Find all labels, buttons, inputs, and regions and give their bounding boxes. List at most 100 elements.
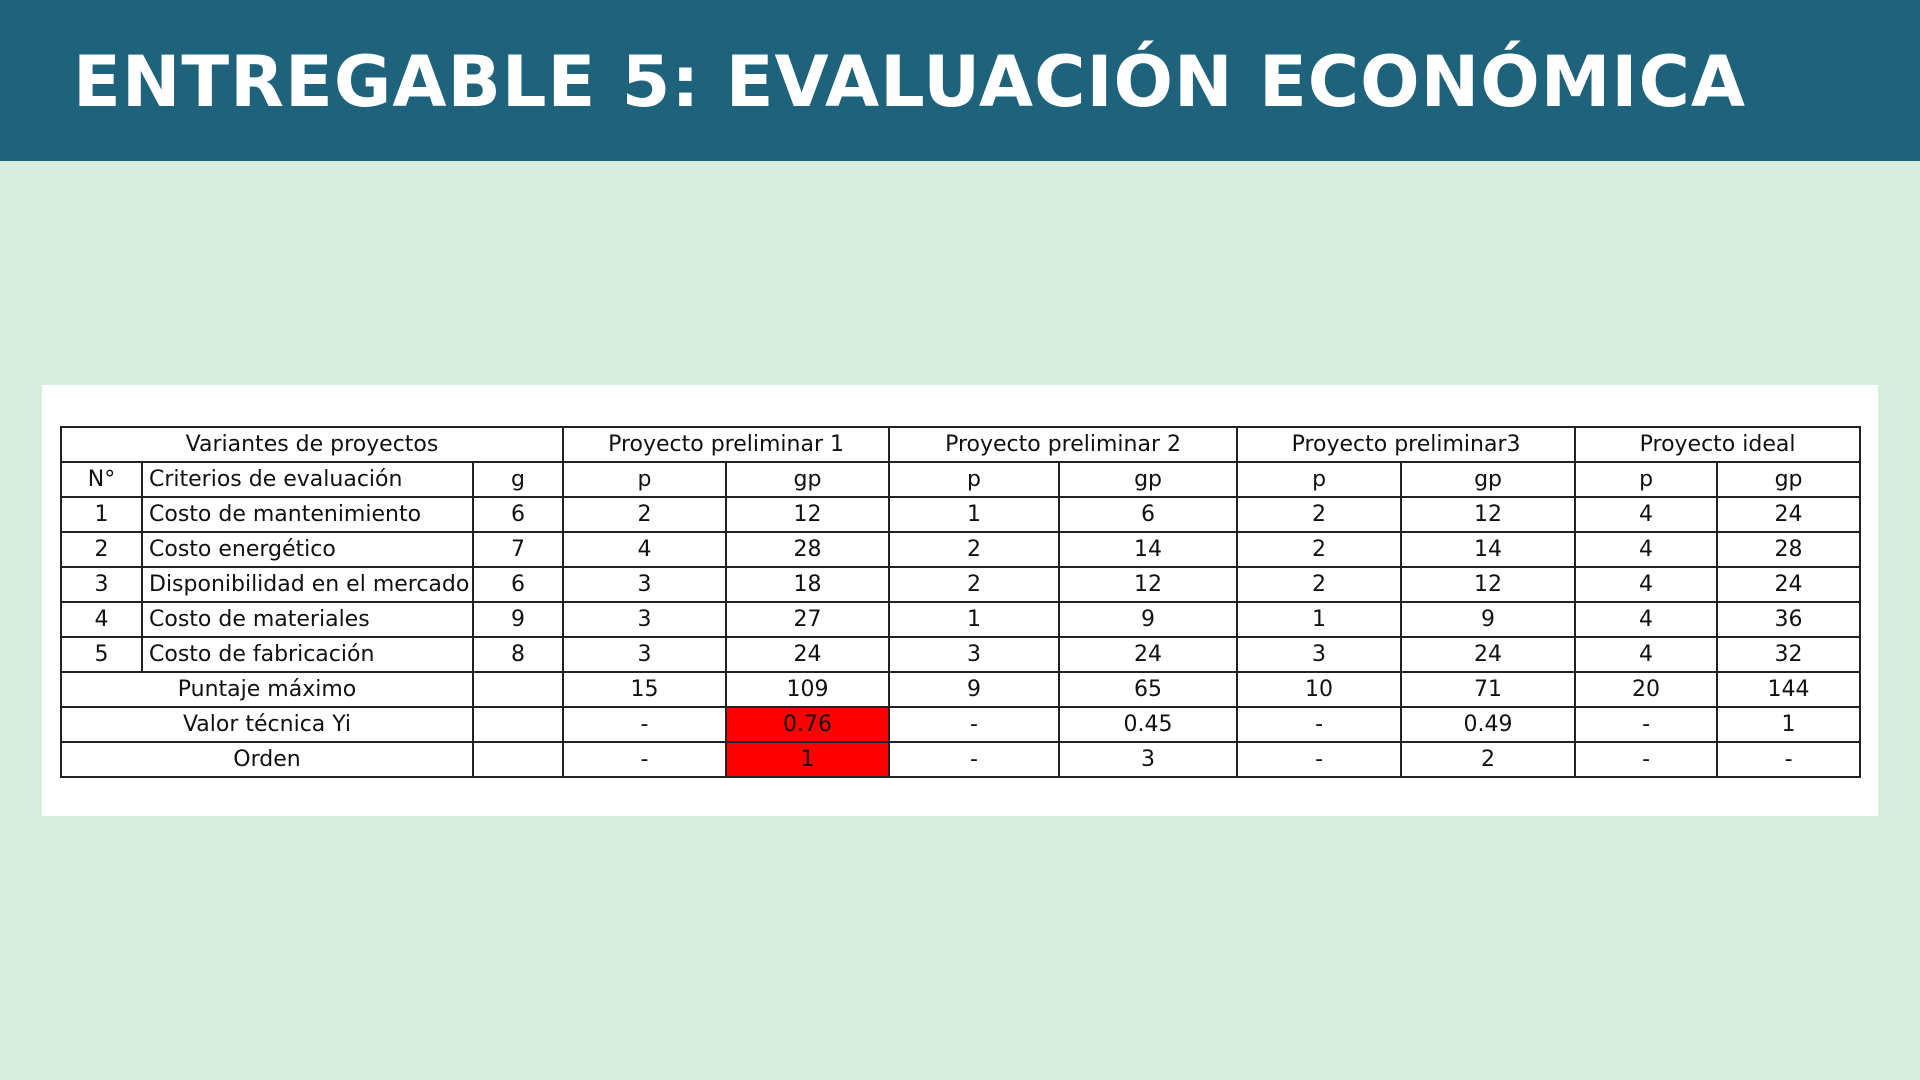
summary-row-orden: Orden - 1 - 3 - 2 - - xyxy=(60,741,1862,778)
cell-p3-p: 2 xyxy=(1236,531,1403,568)
cell-p1-p: 4 xyxy=(562,531,728,568)
summary-label: Puntaje máximo xyxy=(60,671,474,708)
cell-p3-gp: 24 xyxy=(1400,636,1577,673)
cell-criterio: Costo energético xyxy=(141,531,474,568)
title-bar: ENTREGABLE 5: EVALUACIÓN ECONÓMICA xyxy=(0,0,1920,161)
cell-g xyxy=(471,706,565,743)
header-p1-p: p xyxy=(562,461,728,498)
header-p3-p: p xyxy=(1236,461,1403,498)
header-p3-gp: gp xyxy=(1400,461,1577,498)
cell-criterio: Costo de fabricación xyxy=(141,636,474,673)
table-row: 3 Disponibilidad en el mercado 6 3 18 2 … xyxy=(60,566,1862,603)
cell-criterio: Costo de materiales xyxy=(141,601,474,638)
evaluation-table: Variantes de proyectos Proyecto prelimin… xyxy=(59,426,1862,778)
cell-p3-p: 2 xyxy=(1236,566,1403,603)
cell-g: 6 xyxy=(471,566,565,603)
cell-p1-p: 15 xyxy=(562,671,728,708)
cell-p2-gp: 24 xyxy=(1058,636,1239,673)
cell-p3-p: 10 xyxy=(1236,671,1403,708)
cell-g xyxy=(471,741,565,778)
cell-p3-p: 3 xyxy=(1236,636,1403,673)
cell-g: 6 xyxy=(471,496,565,533)
cell-p1-gp: 18 xyxy=(725,566,891,603)
table-panel: Variantes de proyectos Proyecto prelimin… xyxy=(42,385,1878,816)
cell-ideal-p: 4 xyxy=(1574,566,1719,603)
header-proyecto-1: Proyecto preliminar 1 xyxy=(562,426,891,463)
cell-p2-p: - xyxy=(888,741,1061,778)
cell-p3-p: - xyxy=(1236,706,1403,743)
cell-ideal-gp: 36 xyxy=(1716,601,1862,638)
cell-g: 7 xyxy=(471,531,565,568)
cell-p1-gp: 12 xyxy=(725,496,891,533)
cell-p2-gp: 14 xyxy=(1058,531,1239,568)
cell-p1-gp-highlighted: 1 xyxy=(725,741,891,778)
cell-p1-gp: 109 xyxy=(725,671,891,708)
header-proyecto-ideal: Proyecto ideal xyxy=(1574,426,1862,463)
cell-p3-gp: 2 xyxy=(1400,741,1577,778)
cell-p3-p: 2 xyxy=(1236,496,1403,533)
cell-ideal-p: 4 xyxy=(1574,531,1719,568)
sub-header-row: N° Criterios de evaluación g p gp p gp p… xyxy=(60,461,1862,498)
cell-ideal-p: 4 xyxy=(1574,496,1719,533)
table-row: 1 Costo de mantenimiento 6 2 12 1 6 2 12… xyxy=(60,496,1862,533)
cell-p3-p: 1 xyxy=(1236,601,1403,638)
table-row: 2 Costo energético 7 4 28 2 14 2 14 4 28 xyxy=(60,531,1862,568)
cell-p2-gp: 65 xyxy=(1058,671,1239,708)
cell-ideal-gp: 32 xyxy=(1716,636,1862,673)
cell-ideal-gp: 1 xyxy=(1716,706,1862,743)
summary-row-puntaje: Puntaje máximo 15 109 9 65 10 71 20 144 xyxy=(60,671,1862,708)
cell-p1-gp: 27 xyxy=(725,601,891,638)
header-n: N° xyxy=(60,461,143,498)
cell-ideal-p: 20 xyxy=(1574,671,1719,708)
cell-n: 5 xyxy=(60,636,143,673)
cell-ideal-p: - xyxy=(1574,741,1719,778)
cell-n: 3 xyxy=(60,566,143,603)
cell-p3-p: - xyxy=(1236,741,1403,778)
cell-g xyxy=(471,671,565,708)
cell-p2-p: 1 xyxy=(888,601,1061,638)
cell-criterio: Costo de mantenimiento xyxy=(141,496,474,533)
page-title: ENTREGABLE 5: EVALUACIÓN ECONÓMICA xyxy=(73,41,1747,123)
cell-p3-gp: 71 xyxy=(1400,671,1577,708)
cell-ideal-p: 4 xyxy=(1574,601,1719,638)
cell-ideal-gp: - xyxy=(1716,741,1862,778)
cell-n: 4 xyxy=(60,601,143,638)
header-p1-gp: gp xyxy=(725,461,891,498)
cell-ideal-gp: 24 xyxy=(1716,566,1862,603)
cell-n: 2 xyxy=(60,531,143,568)
table-row: 5 Costo de fabricación 8 3 24 3 24 3 24 … xyxy=(60,636,1862,673)
cell-p2-gp: 6 xyxy=(1058,496,1239,533)
table-row: 4 Costo de materiales 9 3 27 1 9 1 9 4 3… xyxy=(60,601,1862,638)
cell-p1-p: 3 xyxy=(562,601,728,638)
cell-p2-p: 3 xyxy=(888,636,1061,673)
cell-ideal-gp: 144 xyxy=(1716,671,1862,708)
cell-p2-gp: 3 xyxy=(1058,741,1239,778)
header-criterios: Criterios de evaluación xyxy=(141,461,474,498)
cell-criterio: Disponibilidad en el mercado xyxy=(141,566,474,603)
cell-ideal-gp: 28 xyxy=(1716,531,1862,568)
cell-p3-gp: 14 xyxy=(1400,531,1577,568)
group-header-row: Variantes de proyectos Proyecto prelimin… xyxy=(59,426,1862,463)
cell-p2-gp: 12 xyxy=(1058,566,1239,603)
cell-ideal-gp: 24 xyxy=(1716,496,1862,533)
cell-p2-p: 9 xyxy=(888,671,1061,708)
header-ideal-gp: gp xyxy=(1716,461,1862,498)
header-variantes: Variantes de proyectos xyxy=(59,426,565,463)
cell-p2-p: - xyxy=(888,706,1061,743)
header-ideal-p: p xyxy=(1574,461,1719,498)
summary-label: Orden xyxy=(60,741,474,778)
cell-p1-p: 3 xyxy=(562,636,728,673)
cell-p2-p: 1 xyxy=(888,496,1061,533)
cell-ideal-p: - xyxy=(1574,706,1719,743)
header-proyecto-3: Proyecto preliminar3 xyxy=(1236,426,1577,463)
cell-p3-gp: 12 xyxy=(1400,566,1577,603)
cell-p2-gp: 9 xyxy=(1058,601,1239,638)
cell-p2-p: 2 xyxy=(888,531,1061,568)
cell-p1-p: - xyxy=(562,741,728,778)
header-g: g xyxy=(471,461,565,498)
header-p2-p: p xyxy=(888,461,1061,498)
header-proyecto-2: Proyecto preliminar 2 xyxy=(888,426,1239,463)
cell-p1-p: 3 xyxy=(562,566,728,603)
cell-p3-gp: 9 xyxy=(1400,601,1577,638)
cell-n: 1 xyxy=(60,496,143,533)
